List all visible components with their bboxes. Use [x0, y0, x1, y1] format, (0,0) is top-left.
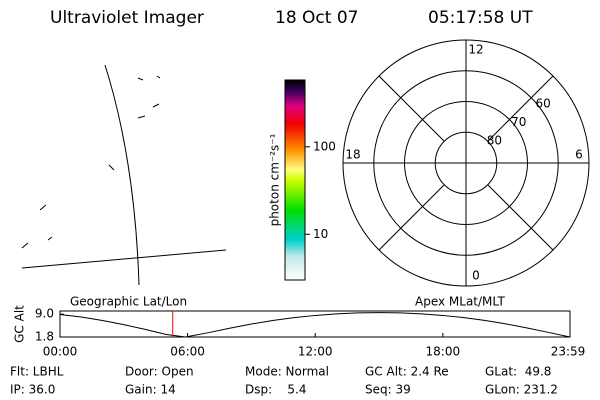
y-tick-label: 1.8	[35, 330, 54, 344]
x-tick-label: 06:00	[170, 345, 205, 359]
mlt-label: 18	[345, 148, 360, 162]
mlt-label: 0	[472, 269, 480, 283]
colorbar	[284, 79, 306, 281]
colorbar-label: photon cm⁻²s⁻¹	[268, 133, 282, 226]
x-tick-label: 23:59	[551, 345, 586, 359]
map-line	[39, 204, 47, 211]
instrument: Ultraviolet Imager	[50, 8, 204, 28]
map-line	[47, 236, 53, 241]
geo-map	[21, 64, 227, 286]
lat-label: 60	[536, 96, 551, 110]
status-field: Seq: 39	[365, 383, 411, 397]
polar-diagonal	[378, 184, 445, 251]
x-tick-label: 00:00	[43, 345, 78, 359]
map-line	[137, 77, 144, 81]
date: 18 Oct 07	[275, 8, 358, 28]
polar-diagonal	[378, 75, 445, 142]
annotation: Geographic Lat/Lon	[70, 295, 187, 309]
x-tick-label: 12:00	[298, 345, 333, 359]
map-line	[104, 64, 140, 286]
mlt-label: 12	[468, 43, 483, 57]
status-field: Gain: 14	[125, 383, 176, 397]
polar-diagonal	[487, 75, 554, 142]
map-line	[156, 75, 161, 79]
status-field: GLon: 231.2	[485, 383, 558, 397]
map-line	[108, 164, 115, 171]
status-field: IP: 36.0	[10, 383, 55, 397]
status-field: GC Alt: 2.4 Re	[365, 365, 449, 379]
lat-label: 70	[511, 115, 526, 129]
altitude-line	[59, 312, 571, 338]
map-line	[21, 249, 227, 269]
y-axis-label: GC Alt	[13, 305, 27, 343]
annotation: Apex MLat/MLT	[415, 295, 505, 309]
map-line	[152, 103, 160, 108]
polar-diagonal	[487, 184, 554, 251]
lat-label: 80	[487, 134, 502, 148]
status-field: Flt: LBHL	[10, 365, 64, 379]
y-tick-label: 100	[313, 139, 336, 153]
status-field: Dsp: 5.4	[245, 383, 307, 397]
status-field: Mode: Normal	[245, 365, 329, 379]
time: 05:17:58 UT	[428, 8, 533, 28]
map-line	[137, 115, 146, 119]
map-line	[21, 242, 29, 249]
mlt-label: 6	[575, 148, 583, 162]
y-tick-label: 9.0	[35, 307, 54, 321]
x-tick-label: 18:00	[426, 345, 461, 359]
status-field: GLat: 49.8	[485, 365, 551, 379]
y-tick-label: 10	[313, 227, 328, 241]
status-field: Door: Open	[125, 365, 194, 379]
